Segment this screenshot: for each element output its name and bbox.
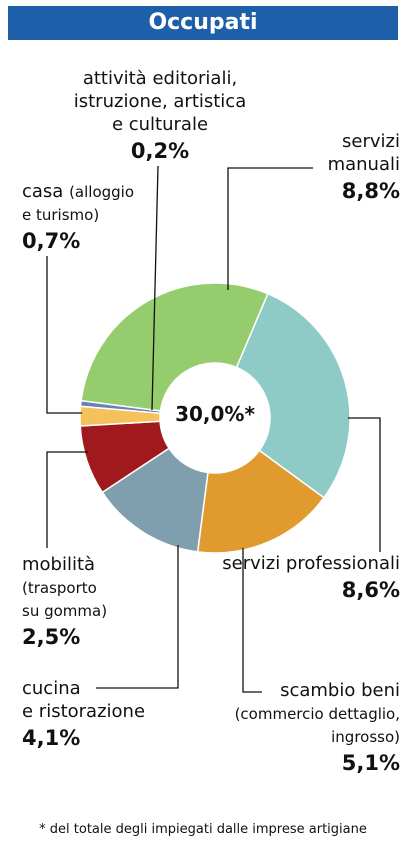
- category-name: mobilità: [22, 554, 96, 575]
- total-label: 30,0%*: [175, 402, 255, 426]
- slice: [196, 449, 325, 554]
- category-detail: (alloggio e turismo): [22, 183, 135, 224]
- category-detail: (commercio dettaglio, ingrosso): [234, 705, 400, 746]
- category-name: casa: [22, 181, 64, 202]
- slice: [235, 292, 351, 499]
- category-name: cucina e ristorazione: [22, 678, 146, 722]
- category-name: servizi professionali: [222, 553, 400, 574]
- leader-line: [46, 451, 88, 548]
- slice-label: scambio beni (commercio dettaglio, ingro…: [235, 679, 400, 778]
- leader-line: [151, 165, 159, 411]
- category-name: scambio beni: [280, 680, 400, 701]
- value-label: 8,6%: [341, 578, 400, 602]
- leader-line: [348, 417, 381, 552]
- footnote: * del totale degli impiegati dalle impre…: [39, 822, 367, 837]
- category-detail: (trasporto su gomma): [22, 579, 108, 620]
- value-label: 0,2%: [130, 139, 190, 163]
- slice: [80, 282, 269, 412]
- slice-label: attività editoriali, istruzione, artisti…: [40, 67, 280, 166]
- slice-label: cucina e ristorazione 4,1%: [22, 677, 145, 753]
- leader-line: [46, 256, 82, 414]
- category-name: servizi manuali: [327, 131, 400, 175]
- leader-line: [96, 545, 179, 689]
- value-label: 2,5%: [22, 625, 81, 649]
- chart-title: Occupati: [8, 6, 398, 40]
- value-label: 4,1%: [22, 726, 81, 750]
- slice-label: servizi manuali 8,8%: [328, 130, 400, 206]
- leader-line: [242, 548, 262, 693]
- value-label: 8,8%: [341, 179, 400, 203]
- leader-line: [227, 167, 313, 290]
- category-name: attività editoriali, istruzione, artisti…: [73, 68, 247, 135]
- slice-label: servizi professionali 8,6%: [222, 552, 400, 605]
- slice-label: casa (alloggio e turismo) 0,7%: [22, 180, 134, 256]
- value-label: 5,1%: [341, 751, 400, 775]
- slice-label: mobilità (trasporto su gomma) 2,5%: [22, 553, 107, 652]
- value-label: 0,7%: [22, 229, 81, 253]
